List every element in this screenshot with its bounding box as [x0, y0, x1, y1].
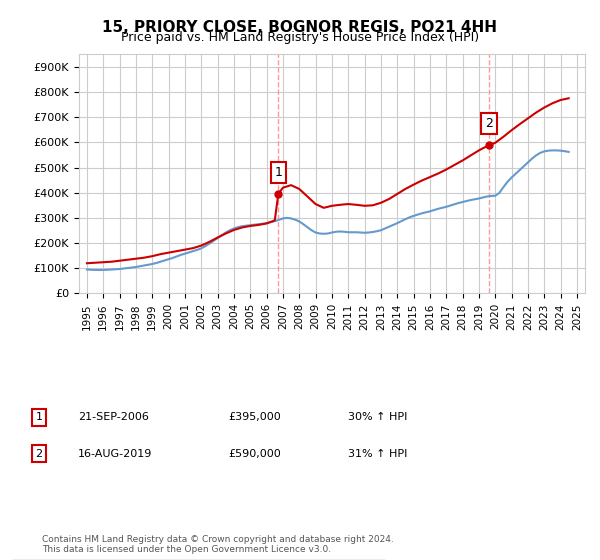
Text: £395,000: £395,000 — [228, 412, 281, 422]
Text: 16-AUG-2019: 16-AUG-2019 — [78, 449, 152, 459]
Text: 2: 2 — [35, 449, 43, 459]
Text: 1: 1 — [274, 166, 282, 179]
Text: £590,000: £590,000 — [228, 449, 281, 459]
Text: 31% ↑ HPI: 31% ↑ HPI — [348, 449, 407, 459]
Text: 2: 2 — [485, 116, 493, 130]
Text: Contains HM Land Registry data © Crown copyright and database right 2024.
This d: Contains HM Land Registry data © Crown c… — [42, 535, 394, 554]
Text: Price paid vs. HM Land Registry's House Price Index (HPI): Price paid vs. HM Land Registry's House … — [121, 31, 479, 44]
Text: 30% ↑ HPI: 30% ↑ HPI — [348, 412, 407, 422]
Text: 15, PRIORY CLOSE, BOGNOR REGIS, PO21 4HH: 15, PRIORY CLOSE, BOGNOR REGIS, PO21 4HH — [103, 20, 497, 35]
Text: 21-SEP-2006: 21-SEP-2006 — [78, 412, 149, 422]
Text: 1: 1 — [35, 412, 43, 422]
